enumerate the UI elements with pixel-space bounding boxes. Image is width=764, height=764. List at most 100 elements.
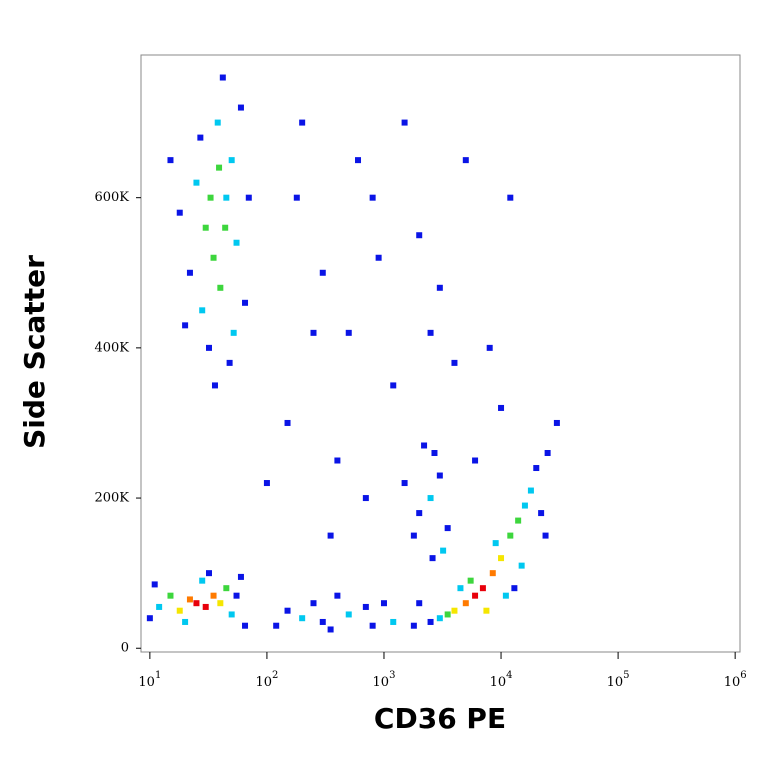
x-tick-label: 102 (255, 670, 278, 690)
point (273, 622, 280, 629)
point (533, 465, 540, 472)
x-tick-base: 10 (724, 675, 741, 690)
point (390, 382, 397, 389)
point (544, 450, 551, 456)
point (380, 600, 387, 607)
point (345, 329, 352, 336)
point (518, 562, 525, 569)
x-tick-label: 105 (607, 670, 630, 690)
x-tick-exponent: 4 (506, 670, 512, 681)
point (217, 284, 224, 291)
point (515, 517, 522, 524)
point (436, 615, 443, 622)
point (216, 164, 223, 171)
point (284, 607, 291, 614)
point (222, 224, 229, 231)
point (205, 570, 212, 577)
point (186, 596, 193, 603)
point (429, 555, 436, 562)
point (410, 622, 417, 629)
y-tick-label: 600K (94, 190, 129, 205)
point (242, 622, 249, 629)
point (427, 329, 434, 336)
x-tick-base: 10 (138, 675, 155, 690)
point (479, 585, 486, 592)
point (369, 194, 376, 201)
point (334, 592, 341, 599)
point (217, 600, 224, 607)
x-tick-base: 10 (490, 675, 507, 690)
point (410, 532, 417, 539)
point (427, 495, 434, 502)
point (228, 157, 235, 164)
point (457, 585, 464, 592)
point (202, 224, 209, 231)
point (401, 480, 408, 487)
point (553, 419, 560, 426)
point (511, 585, 518, 592)
point (444, 525, 451, 532)
plot-frame (140, 54, 741, 653)
point (199, 307, 206, 314)
point (156, 603, 163, 610)
point (483, 607, 490, 614)
point (237, 104, 244, 111)
x-tick-exponent: 2 (272, 670, 278, 681)
point (472, 457, 479, 464)
point (440, 547, 447, 554)
point (210, 592, 217, 599)
y-axis-title: Side Scatter (18, 255, 51, 449)
point (436, 284, 443, 291)
y-tick-label: 0 (121, 641, 129, 656)
x-tick-label: 106 (724, 670, 747, 690)
point (228, 611, 235, 618)
point (245, 194, 252, 201)
point (205, 344, 212, 351)
point (436, 472, 443, 479)
point (299, 119, 306, 126)
point (214, 119, 221, 126)
point (362, 495, 369, 502)
point (197, 134, 204, 141)
point (421, 442, 428, 449)
x-tick-base: 10 (373, 675, 390, 690)
point (502, 592, 509, 599)
point (362, 603, 369, 610)
point (319, 618, 326, 625)
point (462, 157, 469, 164)
point (527, 487, 534, 494)
point (146, 615, 153, 622)
point (416, 232, 423, 239)
x-tick-exponent: 3 (389, 670, 395, 681)
point (202, 603, 209, 610)
point (451, 607, 458, 614)
x-tick-label: 104 (490, 670, 513, 690)
point (375, 254, 382, 261)
point (431, 450, 438, 456)
point (182, 618, 189, 625)
point (498, 404, 505, 411)
point (233, 239, 240, 246)
point (237, 573, 244, 580)
point (210, 254, 217, 261)
x-tick-label: 101 (138, 670, 161, 690)
point (219, 74, 226, 81)
point (521, 502, 528, 509)
point (355, 157, 362, 164)
point (416, 510, 423, 517)
point (233, 592, 240, 599)
x-tick-base: 10 (607, 675, 624, 690)
point (242, 299, 249, 306)
point (492, 540, 499, 547)
point (542, 532, 549, 539)
point (507, 532, 514, 539)
point (151, 581, 158, 588)
point (193, 600, 200, 607)
point (176, 209, 183, 216)
point (462, 600, 469, 607)
point (319, 269, 326, 276)
x-tick-base: 10 (255, 675, 272, 690)
x-tick-exponent: 6 (740, 670, 746, 681)
y-tick-label: 400K (94, 340, 129, 355)
point (284, 419, 291, 426)
